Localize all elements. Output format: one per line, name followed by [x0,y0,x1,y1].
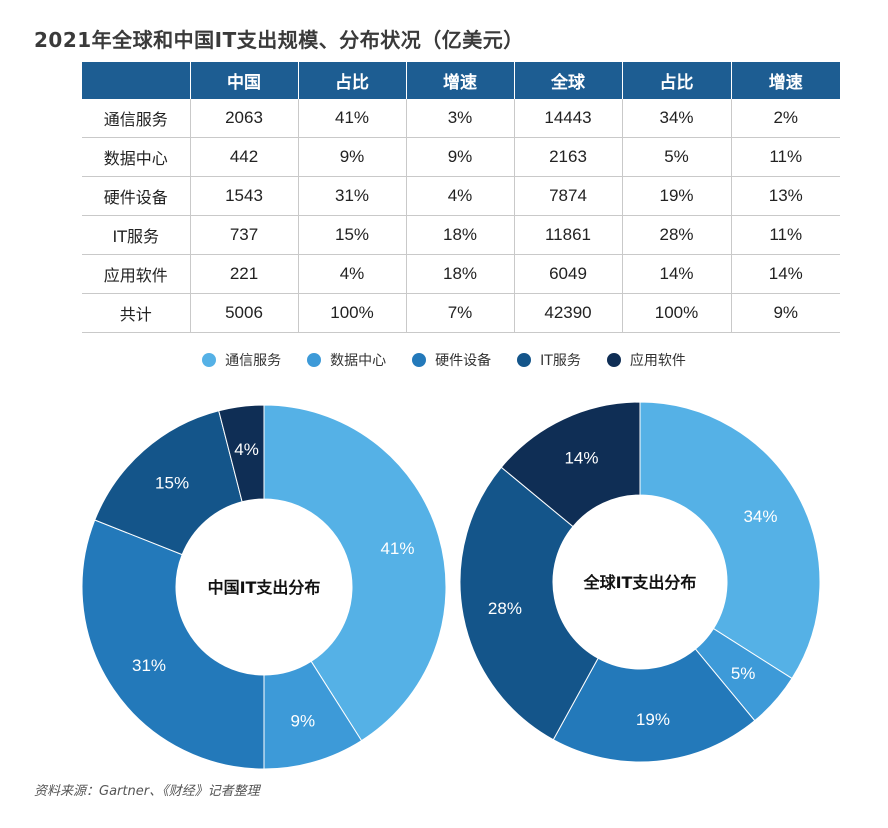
table-row: 硬件设备 1543 31% 4% 7874 19% 13% [82,176,840,216]
table-cell: 221 [190,254,299,294]
table-cell: 19% [622,176,732,216]
page-title: 2021年全球和中国IT支出规模、分布状况（亿美元） [34,28,524,52]
table-cell: 6049 [514,254,623,294]
legend-label: 数据中心 [330,353,387,369]
table-cell: 100% [298,293,407,333]
legend-item: 通信服务 [202,349,281,371]
table-cell: 34% [622,99,732,138]
legend-item: IT服务 [517,349,581,371]
table-cell: 41% [298,99,407,138]
table-cell: 18% [406,215,515,255]
table-cell: 4% [406,176,515,216]
donut-center-title: 全球IT支出分布 [583,573,697,592]
legend-label: 通信服务 [225,353,282,369]
donut-slice [552,648,756,763]
table-cell: 9% [298,137,407,177]
table-cell: 5% [622,137,732,177]
table-cell: 442 [190,137,299,177]
donut-slice [263,404,447,742]
table-cell: 2163 [514,137,623,177]
table-cell: 31% [298,176,407,216]
donut-slice [639,401,821,680]
legend-label: 应用软件 [629,353,686,369]
donut-slice [500,401,641,528]
donut-slice [459,466,599,741]
table-cell: 100% [622,293,732,333]
table-row: 通信服务 2063 41% 3% 14443 34% 2% [82,99,840,138]
table-cell: 737 [190,215,299,255]
table-header-row: 中国 占比 增速 全球 占比 增速 [82,62,840,99]
table-row: 共计 5006 100% 7% 42390 100% 9% [82,293,840,333]
slice-label: 34% [743,507,777,526]
table-cell: 9% [406,137,515,177]
it-spending-table: 中国 占比 增速 全球 占比 增速 通信服务 2063 41% 3% 14443 34% 2… [82,62,840,333]
row-label-cell: IT服务 [82,215,191,255]
legend-swatch [412,353,427,367]
table-cell: 3% [406,99,515,138]
header-cell: 增速 [731,62,840,99]
table-cell: 11861 [514,215,623,255]
legend-item: 应用软件 [606,349,686,371]
table-cell: 2063 [190,99,299,138]
slice-label: 5% [731,664,756,683]
header-cell: 占比 [622,62,732,99]
header-cell [82,62,191,99]
slice-label: 9% [290,711,315,730]
table-cell: 11% [731,215,840,255]
row-label-cell: 硬件设备 [82,176,191,216]
table-cell: 13% [731,176,840,216]
legend-swatch [202,353,217,367]
table-cell: 14% [622,254,732,294]
table-row: 数据中心 442 9% 9% 2163 5% 11% [82,137,840,177]
row-label-cell: 共计 [82,293,191,333]
row-label-cell: 数据中心 [82,137,191,177]
legend-item: 硬件设备 [412,349,491,371]
table-cell: 5006 [190,293,299,333]
table-cell: 9% [731,293,840,333]
slice-label: 31% [132,656,166,675]
legend-swatch [307,353,322,367]
slice-label: 19% [636,710,670,729]
table-cell: 14% [731,254,840,294]
table-cell: 42390 [514,293,623,333]
table-cell: 18% [406,254,515,294]
slice-label: 14% [564,449,598,468]
slice-label: 28% [488,599,522,618]
slice-label: 15% [155,474,189,493]
table-cell: 28% [622,215,732,255]
header-cell: 占比 [298,62,407,99]
header-cell: 增速 [406,62,515,99]
donut-slice [94,410,243,556]
table-cell: 15% [298,215,407,255]
header-cell: 中国 [190,62,299,99]
table-cell: 7874 [514,176,623,216]
table-row: 应用软件 221 4% 18% 6049 14% 14% [82,254,840,294]
donut-slice [81,519,265,770]
legend-swatch [606,353,621,367]
chart-legend: 通信服务 数据中心 硬件设备 IT服务 应用软件 [0,349,888,371]
table-cell: 7% [406,293,515,333]
header-cell: 全球 [514,62,623,99]
table-cell: 14443 [514,99,623,138]
table-row: IT服务 737 15% 18% 11861 28% 11% [82,215,840,255]
legend-item: 数据中心 [307,349,386,371]
slice-label: 4% [234,440,259,459]
table-cell: 4% [298,254,407,294]
row-label-cell: 通信服务 [82,99,191,138]
table-cell: 2% [731,99,840,138]
row-label-cell: 应用软件 [82,254,191,294]
legend-swatch [517,353,532,367]
legend-label: IT服务 [540,353,581,369]
table-cell: 1543 [190,176,299,216]
legend-label: 硬件设备 [435,353,492,369]
source-note: 资料来源：Gartner、《财经》记者整理 [34,784,260,799]
donut-center-title: 中国IT支出分布 [208,578,321,597]
slice-label: 41% [380,539,414,558]
table-cell: 11% [731,137,840,177]
donut-slice [218,404,265,503]
